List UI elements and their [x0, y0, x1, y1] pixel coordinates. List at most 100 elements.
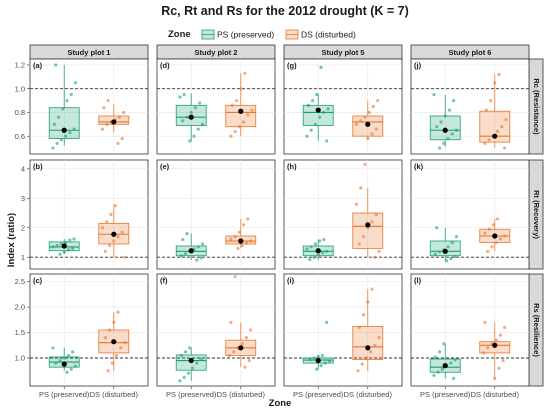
row-strip-label: Rs (Resilience)	[532, 303, 541, 357]
data-point	[491, 223, 495, 227]
x-tick-label: DS (disturbed)	[344, 390, 393, 399]
panel: (h)	[283, 159, 403, 270]
data-point	[56, 115, 61, 119]
mean-point	[238, 345, 244, 351]
data-point	[195, 258, 199, 262]
legend-label-ds: DS (disturbed)	[301, 30, 356, 40]
box-ds	[352, 287, 384, 373]
data-point	[200, 242, 205, 246]
data-point	[313, 242, 318, 246]
data-point	[71, 246, 75, 250]
data-point	[486, 249, 490, 253]
data-point	[62, 356, 66, 360]
data-point	[188, 346, 192, 350]
data-point	[233, 234, 237, 239]
data-point	[246, 217, 250, 221]
data-point	[68, 131, 72, 135]
data-point	[497, 366, 501, 370]
data-point	[449, 257, 453, 261]
data-point	[246, 113, 250, 117]
panel-bg	[283, 159, 403, 270]
data-point	[377, 249, 381, 253]
y-tick-label: 0.6	[15, 132, 25, 141]
data-point	[100, 226, 105, 230]
box-ps	[429, 342, 461, 380]
data-point	[196, 127, 200, 131]
data-point	[195, 361, 199, 365]
box-ds	[98, 310, 130, 373]
data-point	[240, 243, 244, 248]
data-point	[483, 231, 487, 235]
box-ps	[48, 237, 80, 256]
data-point	[306, 103, 310, 107]
row-strip: Rs (Resilience)	[528, 273, 544, 387]
column-strip: Study plot 2	[156, 44, 276, 60]
data-point	[123, 255, 127, 259]
data-point	[487, 138, 491, 142]
panel: (b)	[29, 159, 149, 270]
data-point	[103, 249, 107, 253]
legend-entry-ds: DS (disturbed)	[285, 30, 356, 40]
x-tick-label: PS (preserved)	[39, 390, 90, 399]
x-tick-label: PS (preserved)	[420, 390, 471, 399]
box-ps	[175, 93, 207, 143]
panel-label: (a)	[33, 61, 43, 70]
data-point	[440, 367, 445, 371]
data-point	[196, 245, 200, 249]
data-point	[112, 239, 116, 243]
legend-label-ps: PS (preserved)	[217, 30, 274, 40]
panel-bg	[29, 58, 149, 155]
panel-label: (f)	[160, 276, 168, 285]
box-iqr	[352, 212, 384, 249]
data-point	[504, 117, 508, 122]
data-point	[446, 245, 450, 249]
data-point	[318, 115, 322, 119]
data-point	[481, 351, 486, 355]
data-point	[241, 120, 246, 124]
legend: Zone PS (preserved) DS (disturbed)	[168, 29, 356, 40]
data-point	[497, 72, 501, 77]
data-point	[183, 350, 188, 354]
panel: (d)	[156, 58, 276, 155]
mean-point	[315, 107, 321, 113]
data-point	[315, 367, 319, 371]
panel: (a)	[29, 58, 149, 155]
data-point	[359, 119, 363, 123]
data-point	[198, 101, 202, 105]
data-point	[107, 328, 112, 332]
box-ps	[175, 346, 207, 383]
data-point	[105, 122, 109, 126]
mean-point	[238, 108, 244, 114]
data-point	[483, 141, 487, 145]
data-point	[435, 125, 439, 129]
data-point	[320, 353, 325, 358]
data-point	[445, 259, 449, 263]
data-point	[312, 356, 316, 360]
panel: (l)	[410, 273, 530, 387]
x-tick-label: DS (disturbed)	[90, 390, 139, 399]
data-point	[234, 98, 239, 103]
data-point	[493, 376, 497, 380]
box-ds	[479, 320, 511, 380]
box-ps	[302, 65, 334, 143]
data-point	[64, 134, 68, 138]
data-point	[376, 98, 380, 103]
box-ps	[48, 346, 80, 374]
data-point	[443, 114, 447, 118]
data-point	[120, 136, 124, 141]
data-point	[237, 125, 241, 129]
mean-point	[365, 222, 371, 228]
mean-point	[238, 238, 244, 244]
data-point	[494, 240, 498, 245]
panel-label: (e)	[160, 162, 170, 171]
data-point	[233, 274, 237, 279]
data-point	[435, 226, 439, 230]
data-point	[318, 239, 322, 243]
data-point	[305, 134, 309, 138]
data-point	[310, 98, 315, 103]
data-point	[179, 353, 183, 358]
data-point	[452, 98, 456, 103]
data-point	[120, 230, 124, 234]
data-point	[325, 249, 329, 253]
box-ps	[175, 232, 207, 262]
